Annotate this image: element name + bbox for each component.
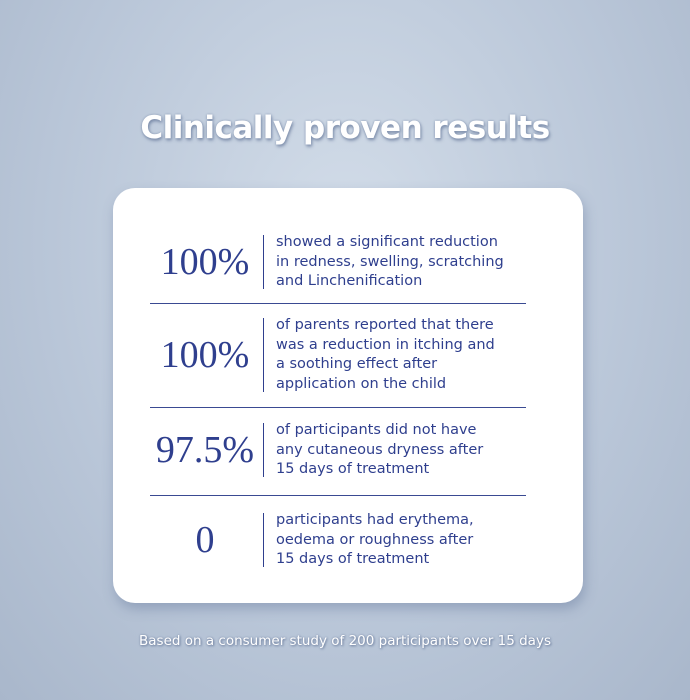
stat-description: of parents reported that there was a redu… bbox=[276, 316, 495, 394]
results-card: 100% showed a significant reduction in red… bbox=[113, 188, 583, 603]
stat-value: 97.5% bbox=[155, 429, 255, 471]
divider-bar bbox=[263, 318, 264, 392]
stat-value: 100% bbox=[160, 334, 250, 376]
description-line: application on the child bbox=[276, 375, 447, 392]
description-line: any cutaneous dryness after bbox=[276, 441, 484, 458]
description-line: in redness, swelling, scratching bbox=[276, 253, 504, 270]
row-separator bbox=[150, 495, 526, 496]
description-line: oedema or roughness after bbox=[276, 531, 474, 548]
divider-bar bbox=[263, 512, 264, 568]
stat-description: of participants did not have any cutaneou… bbox=[276, 421, 483, 480]
description-line: 15 days of treatment bbox=[276, 550, 430, 567]
divider-bar bbox=[263, 234, 264, 290]
stat-description: showed a significant reduction in redness… bbox=[276, 233, 504, 292]
description-line: and Linchenification bbox=[276, 272, 423, 289]
title: Clinically proven results bbox=[140, 110, 550, 146]
description-line: a soothing effect after bbox=[276, 356, 438, 372]
description-line: participants had erythema, bbox=[276, 511, 474, 528]
footnote: Based on a consumer study of 200 partici… bbox=[139, 633, 551, 649]
row-separator bbox=[150, 407, 526, 408]
divider-bar bbox=[263, 422, 264, 478]
description-line: showed a significant reduction bbox=[276, 233, 498, 250]
description-line: 15 days of treatment bbox=[276, 460, 430, 477]
stat-value: 100% bbox=[160, 241, 250, 283]
description-line: was a reduction in itching and bbox=[276, 336, 495, 353]
stat-description: participants had erythema, oedema or roug… bbox=[276, 511, 474, 570]
row-separator bbox=[150, 303, 526, 304]
stat-value: 0 bbox=[195, 519, 215, 561]
description-line: of participants did not have bbox=[276, 421, 477, 438]
description-line: of parents reported that there bbox=[276, 317, 494, 333]
